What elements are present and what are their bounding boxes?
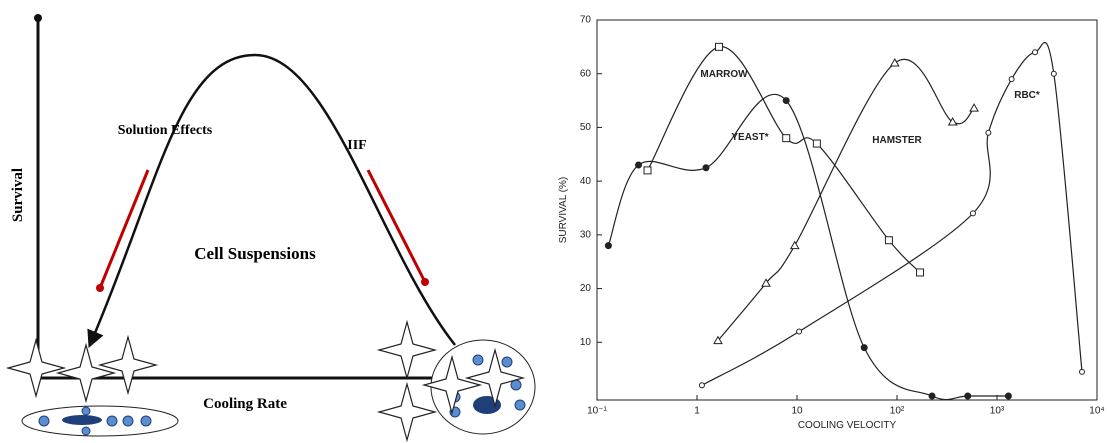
star: [8, 340, 64, 396]
marker: [699, 383, 704, 388]
left-label: Solution Effects: [118, 123, 213, 138]
y-tick-label: 20: [580, 283, 592, 294]
star: [379, 384, 435, 440]
series-label: YEAST*: [731, 132, 768, 143]
x-tick-label: 10⁴: [1089, 406, 1104, 417]
x-label: Cooling Rate: [203, 396, 287, 412]
marker: [813, 140, 820, 147]
series-label: RBC*: [1014, 90, 1040, 101]
marker: [1009, 77, 1014, 82]
red-line: [100, 170, 148, 288]
x-tick-label: 10³: [990, 406, 1005, 417]
marker: [970, 211, 975, 216]
marker: [986, 130, 991, 135]
marker: [791, 242, 799, 249]
marker: [783, 135, 790, 142]
x-tick-label: 10²: [890, 406, 905, 417]
star: [379, 322, 435, 378]
y-tick-label: 10: [580, 337, 592, 348]
chart: SURVIVAL (%) COOLING VELOCITY 10 20 30 40 50…: [558, 15, 1105, 431]
right-label: IIF: [347, 138, 366, 153]
x-tick-label: 10: [791, 406, 803, 417]
marker: [1080, 369, 1085, 374]
plot-frame: [597, 20, 1097, 400]
figure: Survival Cooling Rate Solution Effects I…: [0, 0, 1107, 443]
y-tick-label: 60: [580, 68, 592, 79]
x-tick-label: 10⁻¹: [587, 406, 607, 417]
marker: [644, 167, 651, 174]
marker: [716, 43, 723, 50]
nucleus: [62, 415, 102, 425]
y-tick-label: 40: [580, 176, 592, 187]
marker: [917, 269, 924, 276]
marker: [703, 165, 709, 171]
x-axis-label: COOLING VELOCITY: [798, 420, 897, 431]
x-tick-label: 1: [694, 406, 700, 417]
marker: [885, 237, 892, 244]
marker: [635, 162, 641, 168]
y-tick-label: 30: [580, 229, 592, 240]
y-tick-label: 50: [580, 122, 592, 133]
marker: [891, 59, 899, 66]
red-line: [368, 170, 425, 282]
red-dot: [421, 278, 429, 286]
marker: [970, 104, 978, 111]
red-dot: [96, 284, 104, 292]
marker: [1033, 50, 1038, 55]
diagram: Survival Cooling Rate Solution Effects I…: [8, 14, 535, 440]
center-label: Cell Suspensions: [194, 244, 316, 263]
series-label: MARROW: [700, 69, 748, 80]
marker: [783, 98, 789, 104]
fit-curve: [648, 47, 921, 273]
marker: [1051, 71, 1056, 76]
page: Survival Cooling Rate Solution Effects I…: [0, 0, 1107, 443]
star: [100, 337, 156, 393]
series-label: HAMSTER: [872, 135, 922, 146]
y-label: Survival: [10, 168, 26, 222]
marker: [929, 393, 935, 399]
y-tick-label: 70: [580, 15, 592, 26]
y-axis-label: SURVIVAL (%): [558, 177, 569, 244]
fit-curve: [608, 94, 1008, 399]
marker: [605, 243, 611, 249]
axis-dot: [34, 14, 42, 22]
marker: [1005, 393, 1011, 399]
survival-curve: [92, 55, 455, 345]
star: [58, 345, 114, 401]
marker: [797, 329, 802, 334]
marker: [861, 345, 867, 351]
marker: [965, 393, 971, 399]
fit-curve: [718, 59, 974, 340]
